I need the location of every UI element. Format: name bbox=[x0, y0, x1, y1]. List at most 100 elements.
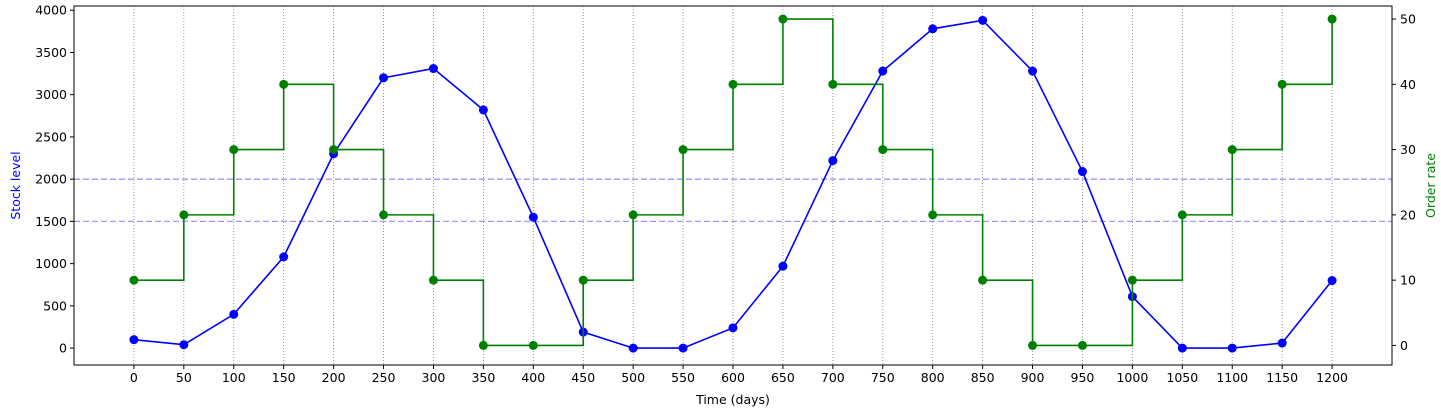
data-point bbox=[279, 79, 289, 89]
data-point bbox=[1077, 340, 1087, 350]
data-point bbox=[678, 343, 688, 353]
x-tick-label: 600 bbox=[721, 370, 745, 385]
data-point bbox=[678, 145, 688, 155]
y-left-tick-label: 1500 bbox=[35, 214, 67, 229]
x-tick-label: 1200 bbox=[1316, 370, 1348, 385]
x-tick-label: 700 bbox=[821, 370, 845, 385]
data-point bbox=[279, 252, 289, 262]
x-tick-label: 100 bbox=[222, 370, 246, 385]
x-tick-label: 1150 bbox=[1266, 370, 1298, 385]
data-point bbox=[1327, 276, 1337, 286]
x-tick-label: 950 bbox=[1071, 370, 1095, 385]
data-point bbox=[478, 340, 488, 350]
y-left-tick-label: 1000 bbox=[35, 256, 67, 271]
data-point bbox=[528, 212, 538, 222]
y-left-tick-label: 2500 bbox=[35, 129, 67, 144]
x-tick-label: 50 bbox=[176, 370, 192, 385]
y-right-tick-label: 30 bbox=[1400, 142, 1416, 157]
y-left-tick-label: 500 bbox=[43, 298, 67, 313]
data-point bbox=[428, 64, 438, 74]
data-point bbox=[129, 335, 139, 345]
x-tick-label: 350 bbox=[471, 370, 495, 385]
data-point bbox=[1227, 145, 1237, 155]
data-point bbox=[1177, 343, 1187, 353]
x-tick-label: 0 bbox=[130, 370, 138, 385]
y-axis-left-label: Stock level bbox=[8, 151, 23, 219]
data-point bbox=[878, 145, 888, 155]
x-tick-label: 550 bbox=[671, 370, 695, 385]
data-point bbox=[628, 343, 638, 353]
x-axis-label: Time (days) bbox=[695, 392, 770, 407]
data-point bbox=[179, 210, 189, 220]
x-tick-label: 500 bbox=[621, 370, 645, 385]
y-left-tick-label: 2000 bbox=[35, 172, 67, 187]
data-point bbox=[928, 24, 938, 34]
data-point bbox=[778, 14, 788, 24]
x-tick-label: 1000 bbox=[1116, 370, 1148, 385]
y-left-tick-label: 3000 bbox=[35, 87, 67, 102]
data-point bbox=[578, 275, 588, 285]
x-tick-label: 850 bbox=[971, 370, 995, 385]
y-axis-right-label: Order rate bbox=[1423, 153, 1438, 218]
reference-lines bbox=[74, 178, 1392, 223]
x-tick-label: 750 bbox=[871, 370, 895, 385]
y-left-tick-label: 4000 bbox=[35, 3, 67, 18]
data-point bbox=[828, 79, 838, 89]
data-point bbox=[928, 210, 938, 220]
x-tick-label: 900 bbox=[1021, 370, 1045, 385]
data-point bbox=[1277, 338, 1287, 348]
x-tick-label: 200 bbox=[322, 370, 346, 385]
x-axis: 0 50 100 150 200 250 300 350 400 450 500 550 600 650 7… bbox=[130, 365, 1348, 385]
data-point bbox=[379, 210, 389, 220]
x-tick-label: 1050 bbox=[1166, 370, 1198, 385]
data-point bbox=[828, 156, 838, 166]
data-point bbox=[478, 105, 488, 115]
data-point bbox=[1028, 340, 1038, 350]
data-point bbox=[229, 145, 239, 155]
x-tick-label: 400 bbox=[521, 370, 545, 385]
x-tick-label: 450 bbox=[571, 370, 595, 385]
y-right-tick-label: 10 bbox=[1400, 273, 1416, 288]
y-right-tick-label: 20 bbox=[1400, 207, 1416, 222]
x-tick-label: 300 bbox=[422, 370, 446, 385]
y-right-tick-label: 50 bbox=[1400, 12, 1416, 27]
data-point bbox=[1227, 343, 1237, 353]
data-point bbox=[379, 73, 389, 83]
y-left-tick-label: 3500 bbox=[35, 45, 67, 60]
x-tick-label: 250 bbox=[372, 370, 396, 385]
x-tick-label: 150 bbox=[272, 370, 296, 385]
x-tick-label: 800 bbox=[921, 370, 945, 385]
data-point bbox=[179, 340, 189, 350]
y-right-tick-label: 40 bbox=[1400, 77, 1416, 92]
plot-frame bbox=[73, 5, 1393, 366]
data-point bbox=[428, 275, 438, 285]
data-point bbox=[528, 340, 538, 350]
data-point bbox=[778, 261, 788, 271]
data-point bbox=[728, 323, 738, 333]
grid-layer bbox=[133, 6, 1333, 365]
data-point bbox=[1028, 66, 1038, 76]
y-axis-left: 0 500 1000 1500 2000 2500 3000 3500 4000 bbox=[35, 3, 74, 356]
x-tick-label: 650 bbox=[771, 370, 795, 385]
data-point bbox=[1127, 275, 1137, 285]
data-point bbox=[978, 15, 988, 25]
series-2 bbox=[129, 14, 1337, 350]
x-tick-label: 1100 bbox=[1216, 370, 1248, 385]
data-point bbox=[1277, 79, 1287, 89]
data-point bbox=[728, 79, 738, 89]
data-point bbox=[878, 66, 888, 76]
data-point bbox=[329, 145, 339, 155]
data-point bbox=[129, 275, 139, 285]
data-point bbox=[1077, 167, 1087, 177]
y-left-tick-label: 0 bbox=[59, 341, 67, 356]
data-point bbox=[978, 275, 988, 285]
series-line bbox=[133, 18, 1333, 347]
data-point bbox=[1177, 210, 1187, 220]
series-layer bbox=[129, 14, 1337, 353]
y-right-tick-label: 0 bbox=[1400, 338, 1408, 353]
y-axis-right: 0 10 20 30 40 50 bbox=[1392, 12, 1416, 353]
data-point bbox=[1327, 14, 1337, 24]
data-point bbox=[229, 309, 239, 319]
data-point bbox=[628, 210, 638, 220]
